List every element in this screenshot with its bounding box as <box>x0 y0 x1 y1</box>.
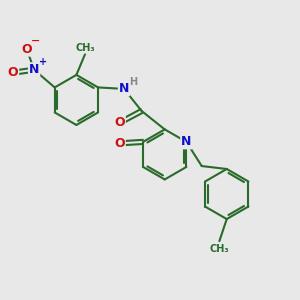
Text: O: O <box>8 66 18 79</box>
Text: +: + <box>39 57 47 68</box>
Text: O: O <box>21 43 32 56</box>
Text: N: N <box>181 135 192 148</box>
Text: O: O <box>114 137 125 150</box>
Text: H: H <box>129 77 137 87</box>
Text: O: O <box>114 116 125 129</box>
Text: CH₃: CH₃ <box>75 43 95 53</box>
Text: −: − <box>31 36 40 46</box>
Text: CH₃: CH₃ <box>210 244 229 254</box>
Text: N: N <box>29 63 39 76</box>
Text: N: N <box>119 82 129 95</box>
